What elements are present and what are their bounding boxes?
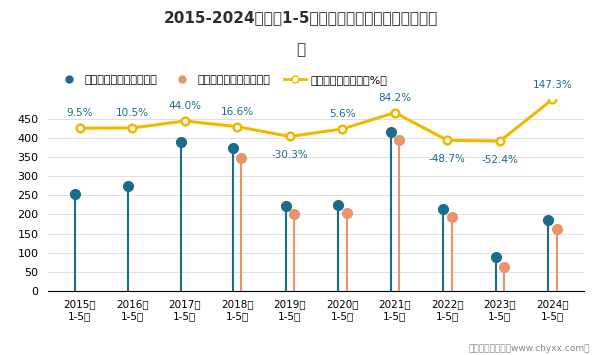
Text: 2015-2024年各年1-5月造纸和纸制品业企业利润统计: 2015-2024年各年1-5月造纸和纸制品业企业利润统计	[164, 11, 438, 26]
Legend: 利润总额累计值（亿元）, 营业利润累计值（亿元）, 利润总额累计增长（%）: 利润总额累计值（亿元）, 营业利润累计值（亿元）, 利润总额累计增长（%）	[54, 70, 392, 89]
Text: -48.7%: -48.7%	[429, 154, 466, 164]
Text: 5.6%: 5.6%	[329, 109, 356, 119]
Text: 图: 图	[296, 43, 306, 58]
Text: 44.0%: 44.0%	[168, 101, 201, 111]
Text: -52.4%: -52.4%	[482, 155, 518, 165]
Text: -30.3%: -30.3%	[272, 151, 308, 160]
Text: 147.3%: 147.3%	[533, 80, 573, 90]
Text: 10.5%: 10.5%	[116, 108, 149, 118]
Text: 制图：智研咋询（www.chyxx.com）: 制图：智研咋询（www.chyxx.com）	[468, 344, 590, 353]
Text: 9.5%: 9.5%	[66, 108, 93, 119]
Text: 16.6%: 16.6%	[221, 107, 254, 117]
Text: 84.2%: 84.2%	[378, 93, 411, 103]
